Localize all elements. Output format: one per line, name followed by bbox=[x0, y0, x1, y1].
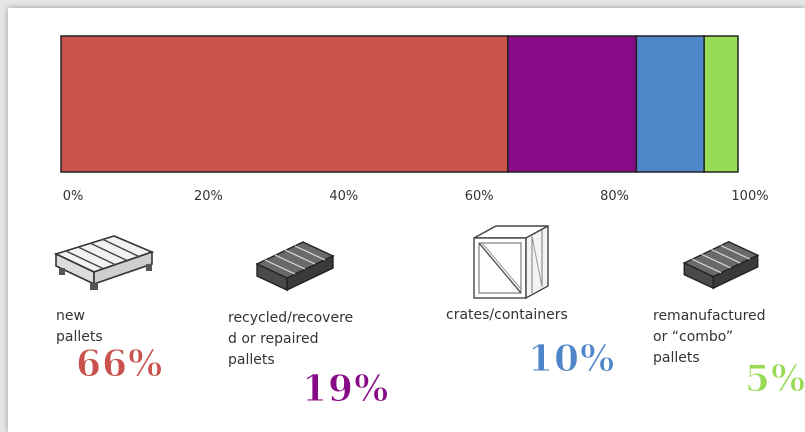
legend-label: new pallets bbox=[56, 308, 103, 345]
legend-label: recycled/recovere d or repaired pallets bbox=[228, 310, 354, 368]
x-tick-label: 40% bbox=[329, 189, 358, 204]
x-tick-label: 60% bbox=[465, 189, 494, 204]
percent-value: 66% bbox=[75, 343, 164, 386]
bar-segment-4 bbox=[703, 35, 739, 173]
crate-icon bbox=[473, 224, 549, 300]
legend-label: remanufactured or “combo” pallets bbox=[653, 308, 766, 366]
bar-segment-1 bbox=[60, 35, 509, 173]
x-tick-label: 80% bbox=[600, 189, 629, 204]
x-tick-label: 0% bbox=[63, 189, 84, 204]
pallet-icon bbox=[255, 241, 335, 292]
percent-value: 10% bbox=[527, 338, 616, 381]
pallet-icon bbox=[682, 240, 760, 290]
bar-segment-2 bbox=[507, 35, 638, 173]
chart-card: 0% 20% 40% 60% 80% 100% new pallets 66% bbox=[8, 8, 805, 432]
pallet-icon bbox=[53, 235, 155, 290]
bar-segment-3 bbox=[635, 35, 705, 173]
percent-value: 19% bbox=[301, 368, 390, 411]
stacked-bar-chart: 0% 20% 40% 60% 80% 100% bbox=[60, 35, 769, 204]
legend-label: crates/containers bbox=[446, 307, 568, 323]
percent-value: 5% bbox=[744, 358, 805, 401]
x-tick-label: 20% bbox=[194, 189, 223, 204]
x-tick-label: 100% bbox=[731, 189, 768, 204]
